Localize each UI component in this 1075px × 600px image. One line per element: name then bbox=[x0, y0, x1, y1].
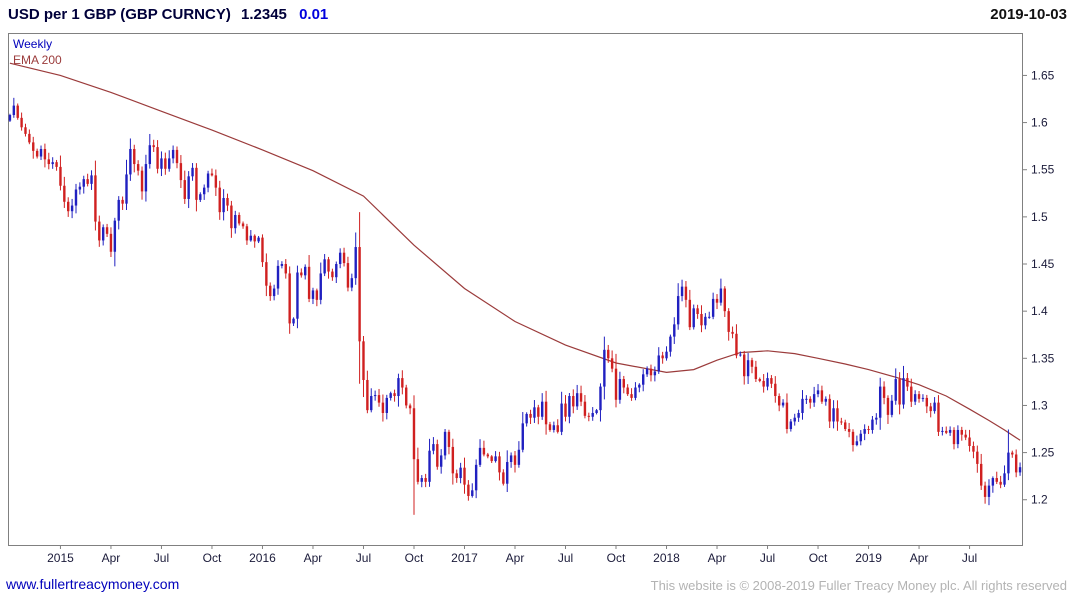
svg-text:2017: 2017 bbox=[451, 551, 478, 565]
site-link[interactable]: www.fullertreacymoney.com bbox=[6, 576, 180, 592]
svg-text:2018: 2018 bbox=[653, 551, 680, 565]
svg-text:Apr: Apr bbox=[102, 551, 121, 565]
svg-text:1.35: 1.35 bbox=[1031, 351, 1055, 365]
svg-text:1.25: 1.25 bbox=[1031, 446, 1055, 460]
svg-text:1.2: 1.2 bbox=[1031, 493, 1048, 507]
svg-text:1.55: 1.55 bbox=[1031, 163, 1055, 177]
svg-text:Apr: Apr bbox=[910, 551, 929, 565]
last-price: 1.2345 bbox=[241, 6, 287, 23]
svg-text:Apr: Apr bbox=[708, 551, 727, 565]
x-axis: 2015 Apr Jul Oct 2016 Apr Jul Oct 2017 Apr Jul Oct 2… bbox=[47, 545, 977, 565]
price-chart-svg: 1.2 1.25 1.3 1.35 1.4 1.45 1.5 1.55 1.6 1.65 2015 A… bbox=[8, 33, 1055, 565]
svg-text:Oct: Oct bbox=[203, 551, 222, 565]
svg-text:Oct: Oct bbox=[405, 551, 424, 565]
timeframe-label: Weekly bbox=[13, 37, 53, 51]
svg-text:Jul: Jul bbox=[962, 551, 977, 565]
chart-header: USD per 1 GBP (GBP CURNCY) 1.2345 0.01 bbox=[8, 6, 328, 23]
svg-text:Oct: Oct bbox=[607, 551, 626, 565]
svg-text:Jul: Jul bbox=[558, 551, 573, 565]
copyright-text: This website is © 2008-2019 Fuller Treac… bbox=[650, 578, 1067, 593]
svg-text:Jul: Jul bbox=[154, 551, 169, 565]
svg-text:1.3: 1.3 bbox=[1031, 398, 1048, 412]
svg-text:2019: 2019 bbox=[855, 551, 882, 565]
price-change: 0.01 bbox=[299, 6, 329, 23]
svg-text:1.6: 1.6 bbox=[1031, 116, 1048, 130]
svg-text:1.4: 1.4 bbox=[1031, 304, 1048, 318]
svg-text:Jul: Jul bbox=[356, 551, 371, 565]
svg-text:Apr: Apr bbox=[506, 551, 525, 565]
svg-text:1.5: 1.5 bbox=[1031, 210, 1048, 224]
svg-text:Apr: Apr bbox=[304, 551, 323, 565]
ema-overlay-label: EMA 200 bbox=[13, 53, 62, 67]
svg-text:Jul: Jul bbox=[760, 551, 775, 565]
instrument-title: USD per 1 GBP (GBP CURNCY) bbox=[8, 6, 231, 23]
candles-layer bbox=[8, 97, 1022, 515]
svg-text:1.45: 1.45 bbox=[1031, 257, 1055, 271]
svg-text:Oct: Oct bbox=[809, 551, 828, 565]
svg-text:1.65: 1.65 bbox=[1031, 68, 1055, 82]
chart-date: 2019-10-03 bbox=[990, 6, 1067, 23]
svg-text:2016: 2016 bbox=[249, 551, 276, 565]
y-axis: 1.2 1.25 1.3 1.35 1.4 1.45 1.5 1.55 1.6 1.65 bbox=[1022, 68, 1055, 507]
ema-line bbox=[9, 62, 1021, 441]
svg-text:2015: 2015 bbox=[47, 551, 74, 565]
